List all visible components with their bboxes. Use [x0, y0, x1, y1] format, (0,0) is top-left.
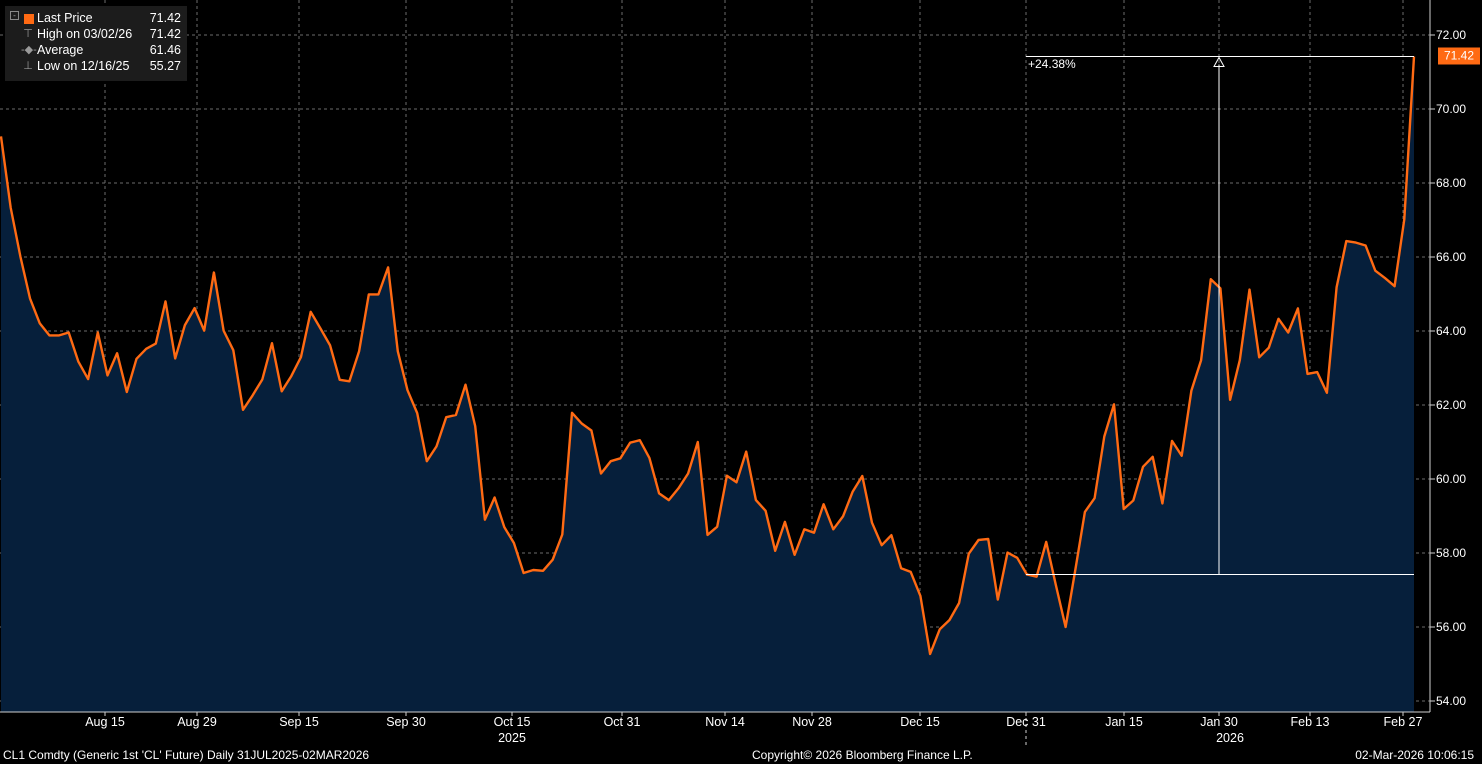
last-price-swatch-icon	[24, 14, 34, 24]
change-annotation	[1026, 55, 1414, 575]
y-tick-label: 62.00	[1436, 398, 1467, 412]
x-tick-label: Dec 15	[900, 715, 940, 729]
x-tick-label: Oct 15	[493, 715, 531, 729]
y-tick-label: 72.00	[1436, 28, 1467, 42]
x-tick-label: Sep 15	[279, 715, 319, 729]
average-marker-icon: -◆-	[21, 44, 37, 56]
legend-row-high[interactable]: ⊤ High on 03/02/26 71.42	[5, 26, 187, 42]
security-description: CL1 Comdty (Generic 1st 'CL' Future) Dai…	[3, 748, 370, 762]
x-tick-label: Nov 14	[705, 715, 745, 729]
x-tick-label: Feb 13	[1290, 715, 1330, 729]
legend-label: Last Price	[37, 11, 93, 25]
y-tick-label: 54.00	[1436, 694, 1467, 708]
x-year-label: 2026	[1216, 731, 1244, 745]
legend-label: Low on 12/16/25	[37, 59, 130, 73]
y-tick-label: 58.00	[1436, 546, 1467, 560]
x-tick-label: Aug 15	[85, 715, 125, 729]
y-tick-label: 64.00	[1436, 324, 1467, 338]
y-tick-label: 66.00	[1436, 250, 1467, 264]
x-tick-label: Oct 31	[603, 715, 641, 729]
y-tick-label: 56.00	[1436, 620, 1467, 634]
x-tick-label: Nov 28	[792, 715, 832, 729]
x-tick-label: Dec 31	[1006, 715, 1046, 729]
last-price-tag: 71.42	[1438, 47, 1480, 65]
legend-value: 61.46	[149, 43, 181, 57]
annotation-arrow-icon	[1213, 56, 1225, 67]
price-line	[0, 56, 1416, 656]
timestamp: 02-Mar-2026 10:06:15	[1355, 748, 1474, 762]
x-tick-label: Sep 30	[386, 715, 426, 729]
low-marker-icon: ⊥	[23, 60, 33, 72]
legend-value: 71.42	[149, 11, 181, 25]
legend-row-low[interactable]: ⊥ Low on 12/16/25 55.27	[5, 58, 187, 74]
legend-value: 71.42	[149, 27, 181, 41]
legend-label: High on 03/02/26	[37, 27, 133, 41]
high-marker-icon: ⊤	[23, 28, 33, 40]
legend-collapse-icon[interactable]: -	[10, 11, 19, 20]
legend-row-last-price[interactable]: Last Price 71.42	[5, 10, 187, 26]
copyright-text: Copyright© 2026 Bloomberg Finance L.P.	[752, 748, 973, 762]
y-tick-label: 60.00	[1436, 472, 1467, 486]
x-tick-label: Feb 27	[1383, 715, 1423, 729]
y-tick-label: 68.00	[1436, 176, 1467, 190]
legend-value: 55.27	[149, 59, 181, 73]
legend: - Last Price 71.42 ⊤ High on 03/02/26 71…	[5, 6, 187, 81]
price-area-fill	[1, 56, 1414, 712]
legend-row-average[interactable]: -◆- Average 61.46	[5, 42, 187, 58]
x-year-label: 2025	[498, 731, 526, 745]
x-tick-label: Aug 29	[177, 715, 217, 729]
x-tick-label: Jan 30	[1200, 715, 1238, 729]
x-tick-label: Jan 15	[1105, 715, 1143, 729]
legend-label: Average	[37, 43, 84, 57]
y-tick-label: 70.00	[1436, 102, 1467, 116]
percent-change-label: +24.38%	[1028, 57, 1076, 72]
axes	[0, 0, 1435, 746]
